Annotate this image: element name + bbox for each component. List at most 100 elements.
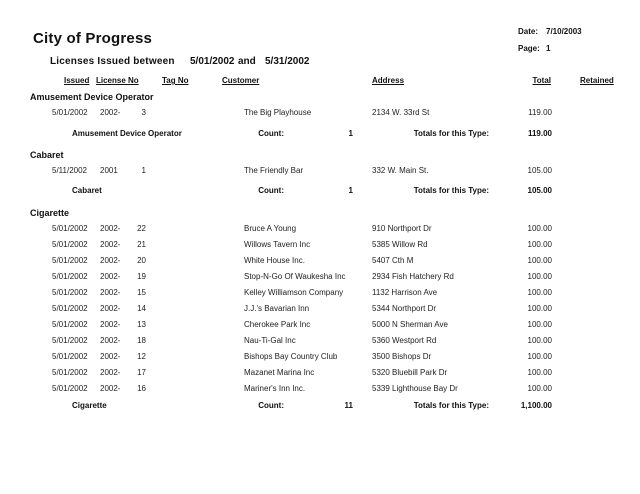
table-row: 5/01/2002 2002- 15 Kelley Williamson Com… — [0, 288, 640, 300]
cell-total: 119.00 — [528, 108, 552, 117]
summary-totals-label: Totals for this Type: — [413, 401, 489, 410]
cell-license-no: 2002- — [100, 240, 121, 249]
summary-totals-label: Totals for this Type: — [413, 129, 489, 138]
cell-issued: 5/01/2002 — [52, 384, 88, 393]
cell-customer: J.J.'s Bavarian Inn — [244, 304, 310, 313]
cell-customer: Mazanet Marina Inc — [244, 368, 315, 377]
cell-total: 105.00 — [527, 166, 552, 175]
cell-license-no: 2002- — [100, 272, 121, 281]
cell-license-seq: 3 — [141, 108, 146, 117]
cell-total: 100.00 — [527, 336, 552, 345]
cell-issued: 5/01/2002 — [52, 320, 88, 329]
cell-customer: Nau-Ti-Gal Inc — [244, 336, 296, 345]
cell-customer: Cherokee Park Inc — [244, 320, 311, 329]
cell-customer: Mariner's Inn Inc. — [244, 384, 306, 393]
table-row: 5/01/2002 2002- 14 J.J.'s Bavarian Inn 5… — [0, 304, 640, 316]
cell-address: 910 Northport Dr — [372, 224, 432, 233]
cell-license-no: 2002- — [100, 288, 121, 297]
table-row: 5/01/2002 2002- 17 Mazanet Marina Inc 53… — [0, 368, 640, 380]
section-header: Cabaret — [30, 150, 64, 160]
table-row: 5/11/2002 2001 1 The Friendly Bar 332 W.… — [0, 166, 640, 178]
column-header-total: Total — [532, 76, 551, 85]
page-number-label: Page: — [518, 44, 540, 53]
page-number-value: 1 — [546, 44, 551, 53]
cell-customer: The Friendly Bar — [244, 166, 304, 175]
cell-issued: 5/01/2002 — [52, 272, 88, 281]
table-row: 5/01/2002 2002- 3 The Big Playhouse 2134… — [0, 108, 640, 120]
cell-license-seq: 1 — [141, 166, 146, 175]
cell-license-no: 2002- — [100, 304, 121, 313]
cell-total: 100.00 — [527, 384, 552, 393]
table-row: 5/01/2002 2002- 12 Bishops Bay Country C… — [0, 352, 640, 364]
column-header-customer: Customer — [222, 76, 260, 85]
cell-address: 5360 Westport Rd — [372, 336, 437, 345]
cell-total: 100.00 — [527, 256, 552, 265]
cell-total: 100.00 — [527, 352, 552, 361]
summary-section-name: Amusement Device Operator — [72, 129, 182, 138]
summary-count-label: Count: — [258, 186, 284, 195]
summary-section-name: Cigarette — [72, 401, 107, 410]
cell-total: 100.00 — [527, 240, 552, 249]
table-row: 5/01/2002 2002- 21 Willows Tavern Inc 53… — [0, 240, 640, 252]
table-row: 5/01/2002 2002- 18 Nau-Ti-Gal Inc 5360 W… — [0, 336, 640, 348]
cell-customer: Bishops Bay Country Club — [244, 352, 338, 361]
cell-license-seq: 13 — [137, 320, 146, 329]
column-header-address: Address — [372, 76, 405, 85]
cell-issued: 5/01/2002 — [52, 368, 88, 377]
cell-issued: 5/01/2002 — [52, 352, 88, 361]
column-header-row: Issued License No Tag No Customer Addres… — [0, 76, 640, 88]
table-row: 5/01/2002 2002- 13 Cherokee Park Inc 500… — [0, 320, 640, 332]
summary-total-value: 119.00 — [527, 129, 552, 138]
cell-customer: Kelley Williamson Company — [244, 288, 344, 297]
cell-license-seq: 16 — [137, 384, 146, 393]
summary-count-value: 1 — [348, 129, 353, 138]
cell-address: 2134 W. 33rd St — [372, 108, 430, 117]
cell-issued: 5/01/2002 — [52, 304, 88, 313]
section-header: Cigarette — [30, 208, 70, 218]
cell-license-seq: 15 — [137, 288, 146, 297]
column-header-issued: Issued — [64, 76, 90, 85]
cell-address: 5385 Willow Rd — [372, 240, 428, 249]
cell-address: 5407 Cth M — [372, 256, 414, 265]
summary-count-value: 1 — [348, 186, 353, 195]
cell-issued: 5/01/2002 — [52, 108, 88, 117]
cell-issued: 5/01/2002 — [52, 240, 88, 249]
cell-license-seq: 21 — [137, 240, 146, 249]
cell-license-no: 2002- — [100, 336, 121, 345]
page-title: City of Progress — [33, 30, 153, 47]
cell-address: 5320 Bluebill Park Dr — [372, 368, 448, 377]
section-header: Amusement Device Operator — [30, 92, 154, 102]
cell-total: 100.00 — [527, 320, 552, 329]
cell-license-seq: 17 — [137, 368, 146, 377]
cell-address: 332 W. Main St. — [372, 166, 429, 175]
cell-customer: Stop-N-Go Of Waukesha Inc — [244, 272, 346, 281]
subtitle-from-date: 5/01/2002 — [190, 56, 235, 67]
section-summary-row: Amusement Device Operator Count: 1 Total… — [0, 129, 640, 141]
cell-license-no: 2002- — [100, 320, 121, 329]
cell-license-no: 2002- — [100, 352, 121, 361]
cell-address: 3500 Bishops Dr — [372, 352, 432, 361]
cell-issued: 5/01/2002 — [52, 256, 88, 265]
summary-count-value: 11 — [344, 401, 353, 410]
cell-license-seq: 22 — [137, 224, 146, 233]
cell-license-no: 2002- — [100, 384, 121, 393]
column-header-retained: Retained — [580, 76, 614, 85]
summary-count-label: Count: — [258, 129, 284, 138]
cell-license-seq: 20 — [137, 256, 146, 265]
subtitle-conjunction: and — [238, 56, 256, 67]
table-row: 5/01/2002 2002- 16 Mariner's Inn Inc. 53… — [0, 384, 640, 396]
section-summary-row: Cabaret Count: 1 Totals for this Type: 1… — [0, 186, 640, 198]
subtitle-to-date: 5/31/2002 — [265, 56, 310, 67]
cell-total: 100.00 — [527, 304, 552, 313]
cell-license-no: 2002- — [100, 368, 121, 377]
cell-issued: 5/01/2002 — [52, 336, 88, 345]
cell-license-seq: 14 — [137, 304, 146, 313]
cell-total: 100.00 — [527, 368, 552, 377]
cell-license-no: 2002- — [100, 224, 121, 233]
cell-issued: 5/01/2002 — [52, 288, 88, 297]
cell-customer: White House Inc. — [244, 256, 305, 265]
cell-license-no: 2002- — [100, 108, 121, 117]
summary-count-label: Count: — [258, 401, 284, 410]
cell-license-seq: 12 — [137, 352, 146, 361]
